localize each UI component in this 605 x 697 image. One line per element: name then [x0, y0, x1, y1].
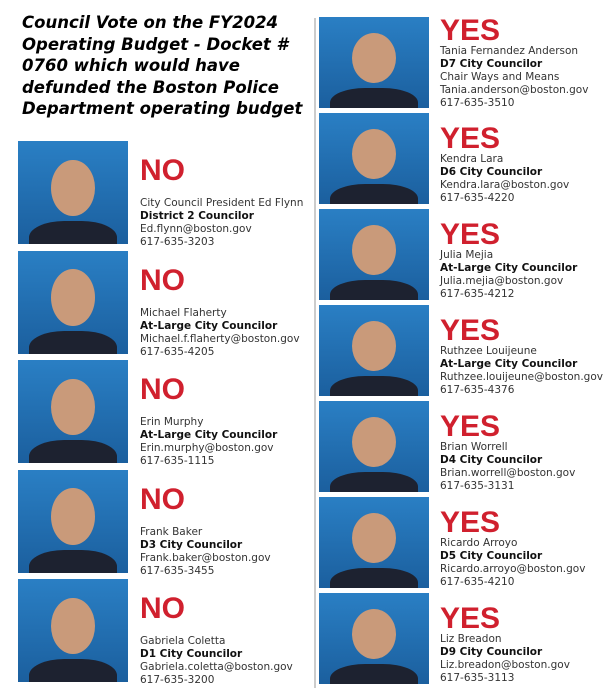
councilor-phone: 617-635-4205 — [140, 345, 215, 358]
councilor-photo — [319, 209, 429, 300]
councilor-email[interactable]: Frank.baker@boston.gov — [140, 551, 271, 564]
councilor-photo — [319, 305, 429, 396]
councilor-name: Gabriela Coletta — [140, 635, 226, 647]
vote-label: NO — [140, 263, 185, 297]
councilor-photo — [319, 497, 429, 588]
councilor-role: D4 City Councilor — [440, 454, 543, 466]
vote-label: YES — [440, 506, 501, 539]
column-divider — [314, 18, 316, 688]
councilor-name: Michael Flaherty — [140, 306, 227, 319]
councilor-email[interactable]: Ricardo.arroyo@boston.gov — [440, 563, 586, 575]
councilor-email[interactable]: Ed.flynn@boston.gov — [140, 223, 252, 235]
councilor-phone: 617-635-3113 — [440, 672, 515, 684]
vote-label: YES — [440, 14, 501, 47]
councilor-name: Julia Mejia — [440, 249, 494, 261]
vote-label: NO — [140, 482, 185, 516]
councilor-photo — [319, 113, 429, 204]
councilor-extra-role: Chair Ways and Means — [440, 71, 560, 83]
councilor-photo — [18, 469, 128, 573]
councilor-phone: 617-635-3203 — [140, 236, 215, 248]
councilor-role: D7 City Councilor — [440, 58, 543, 70]
councilor-email[interactable]: Brian.worrell@boston.gov — [440, 467, 576, 479]
councilor-role: At-Large City Councilor — [140, 429, 278, 441]
councilor-photo — [18, 141, 128, 244]
councilor-role: At-Large City Councilor — [440, 262, 578, 274]
councilor-name: Kendra Lara — [440, 153, 504, 165]
councilor-email[interactable]: Kendra.lara@boston.gov — [440, 179, 570, 191]
councilor-phone: 617-635-4376 — [440, 384, 515, 396]
councilor-email[interactable]: Julia.mejia@boston.gov — [440, 275, 564, 287]
councilor-name: Frank Baker — [140, 525, 203, 538]
councilor-name: Liz Breadon — [440, 633, 502, 645]
councilor-role: At-Large City Councilor — [440, 358, 578, 370]
councilor-email[interactable]: Liz.breadon@boston.gov — [440, 659, 570, 671]
councilor-phone: 617-635-4212 — [440, 288, 515, 300]
vote-label: YES — [440, 602, 501, 635]
councilor-name: City Council President Ed Flynn — [140, 197, 304, 209]
councilor-name: Ricardo Arroyo — [440, 537, 518, 549]
vote-label: YES — [440, 410, 501, 443]
councilor-email[interactable]: Ruthzee.louijeune@boston.gov — [440, 371, 603, 383]
councilor-email[interactable]: Michael.f.flaherty@boston.gov — [140, 332, 300, 345]
councilor-name: Brian Worrell — [440, 441, 508, 453]
councilor-phone: 617-635-3131 — [440, 480, 515, 492]
councilor-role: D3 City Councilor — [140, 538, 243, 551]
councilor-photo — [18, 579, 128, 682]
councilor-phone: 617-635-4210 — [440, 576, 515, 588]
councilor-email[interactable]: Tania.anderson@boston.gov — [440, 84, 589, 96]
councilor-role: D5 City Councilor — [440, 550, 543, 562]
councilor-photo — [319, 401, 429, 492]
councilor-name: Tania Fernandez Anderson — [440, 45, 579, 57]
councilor-photo — [18, 250, 128, 354]
vote-label: NO — [140, 154, 185, 187]
councilor-photo — [319, 593, 429, 684]
page-title: Council Vote on the FY2024 Operating Bud… — [22, 13, 303, 118]
vote-label: YES — [440, 314, 501, 347]
councilor-email[interactable]: Erin.murphy@boston.gov — [140, 442, 274, 454]
councilor-role: D6 City Councilor — [440, 166, 543, 178]
vote-label: YES — [440, 218, 501, 251]
vote-label: NO — [140, 373, 185, 406]
councilor-photo — [319, 17, 429, 108]
councilor-photo — [18, 360, 128, 463]
councilor-phone: 617-635-3510 — [440, 97, 515, 109]
vote-label: NO — [140, 592, 185, 625]
councilor-phone: 617-635-1115 — [140, 455, 215, 467]
councilor-role: At-Large City Councilor — [140, 319, 278, 332]
councilor-name: Ruthzee Louijeune — [440, 345, 537, 357]
councilor-phone: 617-635-4220 — [440, 192, 515, 204]
councilor-phone: 617-635-3455 — [140, 564, 215, 577]
councilor-role: D1 City Councilor — [140, 648, 243, 660]
councilor-name: Erin Murphy — [140, 416, 204, 428]
councilor-role: D9 City Councilor — [440, 646, 543, 658]
councilor-email[interactable]: Gabriela.coletta@boston.gov — [140, 661, 293, 673]
councilor-phone: 617-635-3200 — [140, 674, 215, 686]
vote-label: YES — [440, 122, 501, 155]
councilor-role: District 2 Councilor — [140, 210, 254, 222]
